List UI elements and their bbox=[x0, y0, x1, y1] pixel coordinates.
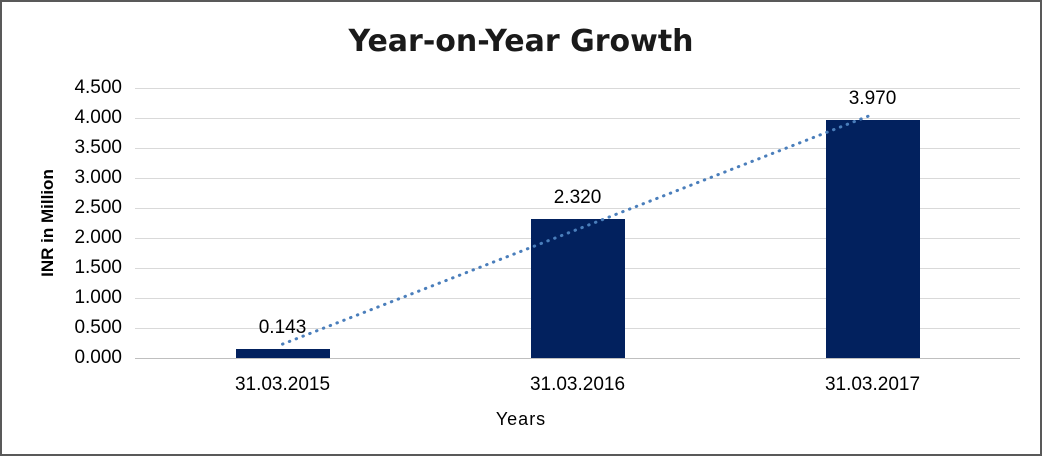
x-axis-title: Years bbox=[495, 409, 547, 429]
y-tick-label: 4.500 bbox=[74, 77, 122, 98]
gridline bbox=[135, 357, 1020, 359]
x-category-label: 31.03.2017 bbox=[824, 374, 921, 395]
y-tick-label: 2.500 bbox=[74, 197, 122, 218]
y-tick-label: 0.000 bbox=[74, 347, 122, 368]
x-category-label: 31.03.2015 bbox=[234, 374, 331, 395]
y-tick-label: 3.000 bbox=[74, 167, 122, 188]
y-tick-label: 2.000 bbox=[74, 227, 122, 248]
y-tick-label: 4.000 bbox=[74, 107, 122, 128]
gridline bbox=[135, 117, 1020, 119]
bar-31.03.2017 bbox=[825, 119, 920, 358]
y-tick-label: 0.500 bbox=[74, 317, 122, 338]
data-label: 0.143 bbox=[258, 317, 307, 339]
y-tick-label: 3.500 bbox=[74, 137, 122, 158]
plot-area: 0.143 2.320 3.970 bbox=[135, 87, 1020, 359]
y-tick-label: 1.000 bbox=[74, 287, 122, 308]
x-category-label: 31.03.2016 bbox=[529, 374, 626, 395]
y-tick-label: 1.500 bbox=[74, 257, 122, 278]
data-label: 3.970 bbox=[848, 87, 897, 109]
chart-title: Year-on-Year Growth bbox=[348, 24, 694, 59]
bar-31.03.2016 bbox=[530, 218, 625, 358]
gridline bbox=[135, 87, 1020, 89]
bar-31.03.2015 bbox=[235, 349, 330, 358]
data-label: 2.320 bbox=[553, 186, 602, 208]
